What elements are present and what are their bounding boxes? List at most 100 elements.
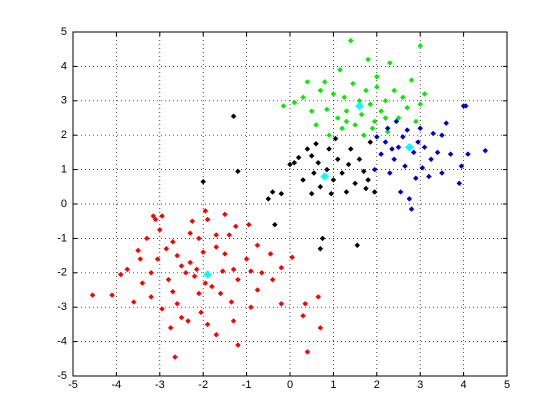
point bbox=[265, 195, 272, 202]
point bbox=[421, 144, 428, 151]
point bbox=[315, 159, 322, 166]
x-tick-label: 0 bbox=[287, 379, 293, 391]
x-tick-label: 2 bbox=[374, 379, 380, 391]
point bbox=[308, 190, 315, 197]
x-tick-label: 5 bbox=[504, 379, 510, 391]
point bbox=[204, 216, 211, 223]
point bbox=[386, 60, 393, 66]
y-tick-label: 4 bbox=[61, 60, 67, 72]
point bbox=[417, 101, 424, 108]
point bbox=[137, 256, 144, 262]
point bbox=[360, 168, 367, 175]
point bbox=[352, 180, 358, 187]
point bbox=[304, 146, 311, 152]
point bbox=[198, 309, 204, 316]
point bbox=[341, 94, 348, 101]
point bbox=[419, 165, 426, 171]
point bbox=[373, 84, 380, 90]
point bbox=[193, 266, 200, 273]
point bbox=[226, 232, 233, 238]
point bbox=[280, 103, 287, 109]
point bbox=[182, 269, 189, 276]
point bbox=[321, 79, 328, 85]
point bbox=[369, 125, 376, 132]
point bbox=[174, 252, 181, 259]
point bbox=[334, 115, 341, 121]
point bbox=[317, 183, 324, 190]
x-tick-label: -3 bbox=[155, 379, 165, 391]
point bbox=[269, 276, 276, 283]
y-tick-label: 1 bbox=[61, 164, 67, 176]
point bbox=[408, 77, 415, 84]
point bbox=[345, 161, 352, 168]
point bbox=[386, 170, 393, 176]
point bbox=[189, 218, 196, 225]
point bbox=[447, 151, 454, 157]
point bbox=[135, 247, 141, 254]
point bbox=[406, 195, 413, 202]
point bbox=[185, 318, 191, 324]
point bbox=[291, 99, 298, 106]
point bbox=[363, 87, 369, 94]
point bbox=[196, 290, 202, 297]
x-tick-label: 3 bbox=[417, 379, 423, 391]
point bbox=[178, 263, 185, 269]
point bbox=[317, 87, 324, 94]
point bbox=[148, 294, 154, 300]
point bbox=[404, 127, 411, 133]
point bbox=[343, 118, 350, 125]
point bbox=[130, 299, 137, 305]
point bbox=[245, 221, 252, 228]
point bbox=[397, 189, 404, 195]
point bbox=[356, 156, 363, 163]
point bbox=[187, 230, 194, 237]
point bbox=[311, 170, 317, 176]
axes-box bbox=[72, 31, 508, 377]
y-tick-label: 3 bbox=[61, 95, 67, 107]
point bbox=[334, 156, 341, 163]
point bbox=[230, 113, 237, 120]
point bbox=[291, 159, 298, 166]
point bbox=[235, 342, 241, 348]
point bbox=[355, 101, 364, 111]
point bbox=[332, 135, 339, 142]
point bbox=[174, 300, 181, 307]
point bbox=[417, 125, 424, 132]
point bbox=[139, 280, 146, 286]
point bbox=[413, 118, 419, 125]
point bbox=[365, 56, 371, 63]
point bbox=[308, 108, 315, 114]
point bbox=[243, 256, 250, 262]
point bbox=[230, 318, 237, 324]
point bbox=[328, 190, 335, 197]
point bbox=[415, 139, 421, 145]
point bbox=[456, 180, 463, 187]
point bbox=[150, 213, 157, 219]
point bbox=[124, 266, 131, 273]
point bbox=[358, 111, 365, 118]
point bbox=[324, 106, 330, 113]
point bbox=[413, 175, 419, 182]
point bbox=[320, 172, 330, 181]
point bbox=[343, 108, 350, 114]
point bbox=[89, 292, 96, 299]
point bbox=[143, 235, 150, 242]
x-tick-label: 1 bbox=[330, 379, 336, 391]
point bbox=[213, 232, 220, 238]
point bbox=[363, 185, 369, 192]
point bbox=[169, 288, 176, 295]
point bbox=[213, 244, 220, 250]
point bbox=[393, 118, 400, 125]
point bbox=[217, 290, 224, 297]
point bbox=[378, 151, 384, 157]
point bbox=[354, 242, 361, 249]
point bbox=[300, 312, 306, 319]
y-tick-label: -4 bbox=[57, 336, 67, 348]
point bbox=[248, 304, 254, 311]
point bbox=[402, 163, 408, 170]
point bbox=[391, 156, 398, 163]
point bbox=[408, 206, 415, 213]
point bbox=[324, 166, 330, 173]
point bbox=[371, 189, 378, 195]
